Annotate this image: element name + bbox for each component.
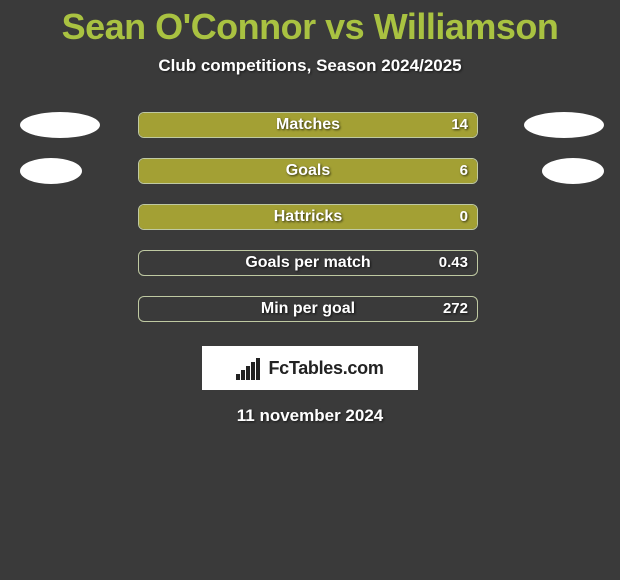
page-subtitle: Club competitions, Season 2024/2025: [0, 56, 620, 76]
stat-bar-track: [138, 296, 478, 322]
stat-row: Goals per match0.43: [0, 242, 620, 288]
stat-value-right: 14: [451, 112, 468, 138]
source-logo-text: FcTables.com: [268, 358, 383, 379]
stat-bar-fill-right: [139, 159, 477, 183]
stat-value-right: 272: [443, 296, 468, 322]
stat-row: Matches14: [0, 104, 620, 150]
stat-row: Hattricks0: [0, 196, 620, 242]
stat-bar-track: [138, 158, 478, 184]
ellipse-left: [20, 158, 82, 184]
source-logo: FcTables.com: [202, 346, 418, 390]
ellipse-left: [20, 112, 100, 138]
stat-row: Goals6: [0, 150, 620, 196]
stat-value-right: 0.43: [439, 250, 468, 276]
comparison-infographic: Sean O'Connor vs Williamson Club competi…: [0, 0, 620, 580]
ellipse-right: [542, 158, 604, 184]
stat-value-right: 0: [460, 204, 468, 230]
stat-bar-fill-right: [139, 113, 477, 137]
stat-row: Min per goal272: [0, 288, 620, 334]
date-label: 11 november 2024: [0, 406, 620, 426]
stat-value-right: 6: [460, 158, 468, 184]
stat-bar-track: [138, 112, 478, 138]
stat-bar-track: [138, 250, 478, 276]
stat-bar-fill-right: [139, 205, 477, 229]
stat-bar-track: [138, 204, 478, 230]
stats-list: Matches14Goals6Hattricks0Goals per match…: [0, 104, 620, 334]
ellipse-right: [524, 112, 604, 138]
bar-chart-icon: [236, 356, 262, 380]
page-title: Sean O'Connor vs Williamson: [0, 0, 620, 48]
